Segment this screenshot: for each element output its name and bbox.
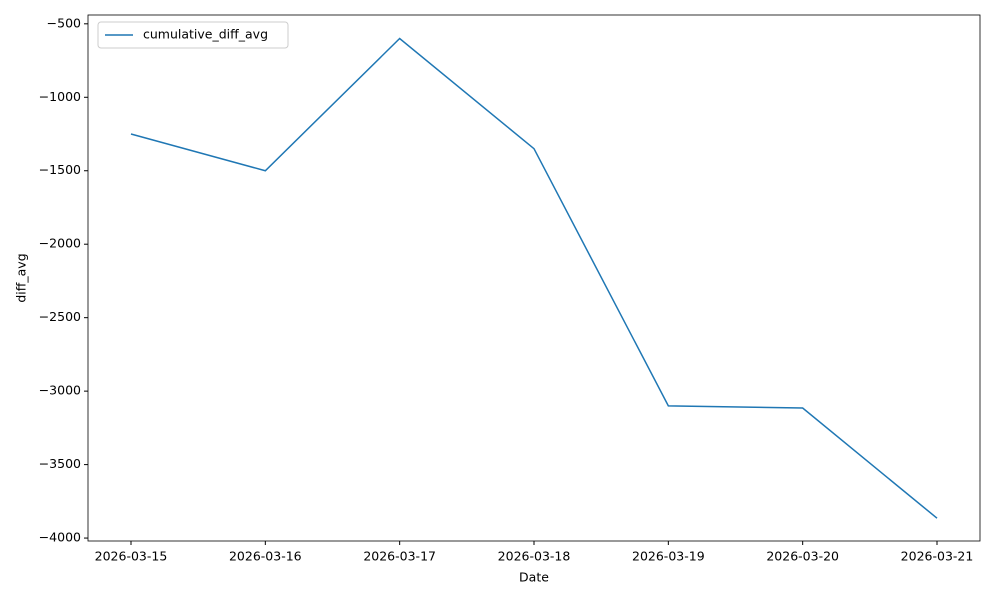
y-tick-label: −3500 <box>39 456 81 471</box>
legend-label: cumulative_diff_avg <box>143 27 268 42</box>
legend-box <box>97 21 289 49</box>
y-tick-label: −2000 <box>39 236 81 251</box>
x-tick-label: 2026-03-15 <box>95 549 168 564</box>
y-tick-label: −3000 <box>39 383 81 398</box>
y-tick-label: −2500 <box>39 309 81 324</box>
y-tick-label: −500 <box>47 15 81 30</box>
y-tick-label: −1500 <box>39 162 81 177</box>
x-tick-label: 2026-03-21 <box>901 549 974 564</box>
x-tick-label: 2026-03-17 <box>363 549 436 564</box>
line <box>130 37 938 519</box>
x-tick-label: 2026-03-19 <box>632 549 705 564</box>
x-tick-label: 2026-03-18 <box>498 549 571 564</box>
x-tick-label: 2026-03-20 <box>766 549 839 564</box>
y-axis-label: diff_avg <box>14 253 29 302</box>
y-tick-label: −1000 <box>39 89 81 104</box>
x-tick-label: 2026-03-16 <box>229 549 302 564</box>
y-tick-label: −4000 <box>39 530 81 545</box>
x-axis-label: Date <box>519 570 549 585</box>
plot-frame <box>87 14 981 542</box>
